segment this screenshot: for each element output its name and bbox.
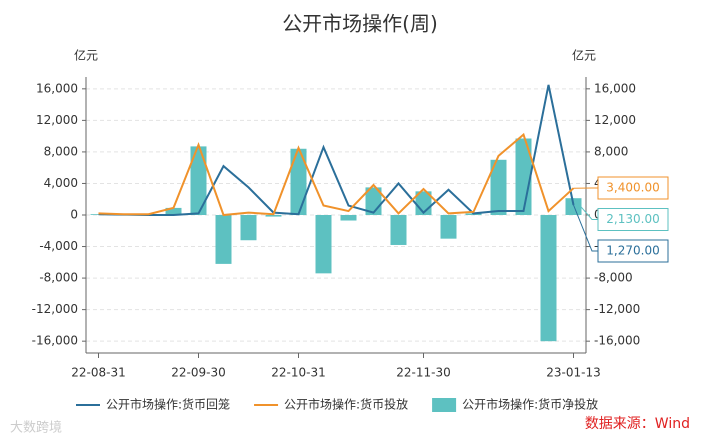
- chart-title: 公开市场操作(周): [282, 12, 438, 36]
- y2-tick-label: 12,000: [594, 113, 636, 127]
- x-tick-label: 22-11-30: [396, 366, 450, 380]
- legend-swatch: [432, 398, 456, 412]
- y-tick-label: 16,000: [36, 81, 78, 95]
- y-tick-label: -12,000: [32, 302, 78, 316]
- bar: [341, 215, 357, 221]
- bar: [541, 215, 557, 341]
- y2-tick-label: -8,000: [594, 271, 633, 285]
- bar: [391, 215, 407, 245]
- y2-tick-label: -16,000: [594, 334, 640, 348]
- y-tick-label: -8,000: [39, 271, 78, 285]
- y-tick-label: -16,000: [32, 334, 78, 348]
- bar: [441, 215, 457, 239]
- value-label: 1,270.00: [606, 244, 659, 258]
- y-tick-label: -4,000: [39, 239, 78, 253]
- legend-label: 公开市场操作:货币净投放: [462, 397, 598, 412]
- bar: [216, 215, 232, 264]
- y2-tick-label: 16,000: [594, 81, 636, 95]
- x-tick-label: 23-01-13: [546, 366, 600, 380]
- x-tick-label: 22-10-31: [271, 366, 325, 380]
- bar: [316, 215, 332, 273]
- watermark: 大数跨境: [10, 421, 62, 436]
- value-label: 2,130.00: [606, 212, 659, 226]
- y2-unit: 亿元: [572, 48, 596, 63]
- x-tick-label: 22-09-30: [171, 366, 225, 380]
- bar: [266, 215, 282, 217]
- y-tick-label: 0: [70, 208, 78, 222]
- bar: [241, 215, 257, 240]
- y2-tick-label: -12,000: [594, 302, 640, 316]
- y-tick-label: 4,000: [44, 176, 78, 190]
- x-tick-label: 22-08-31: [71, 366, 125, 380]
- y-tick-label: 8,000: [44, 144, 78, 158]
- legend-label: 公开市场操作:货币回笼: [106, 397, 230, 412]
- legend-label: 公开市场操作:货币投放: [284, 397, 408, 412]
- y-tick-label: 12,000: [36, 113, 78, 127]
- y-unit: 亿元: [74, 48, 98, 63]
- y2-tick-label: 8,000: [594, 144, 628, 158]
- source: 数据来源：Wind: [585, 416, 690, 432]
- value-label: 3,400.00: [606, 181, 659, 195]
